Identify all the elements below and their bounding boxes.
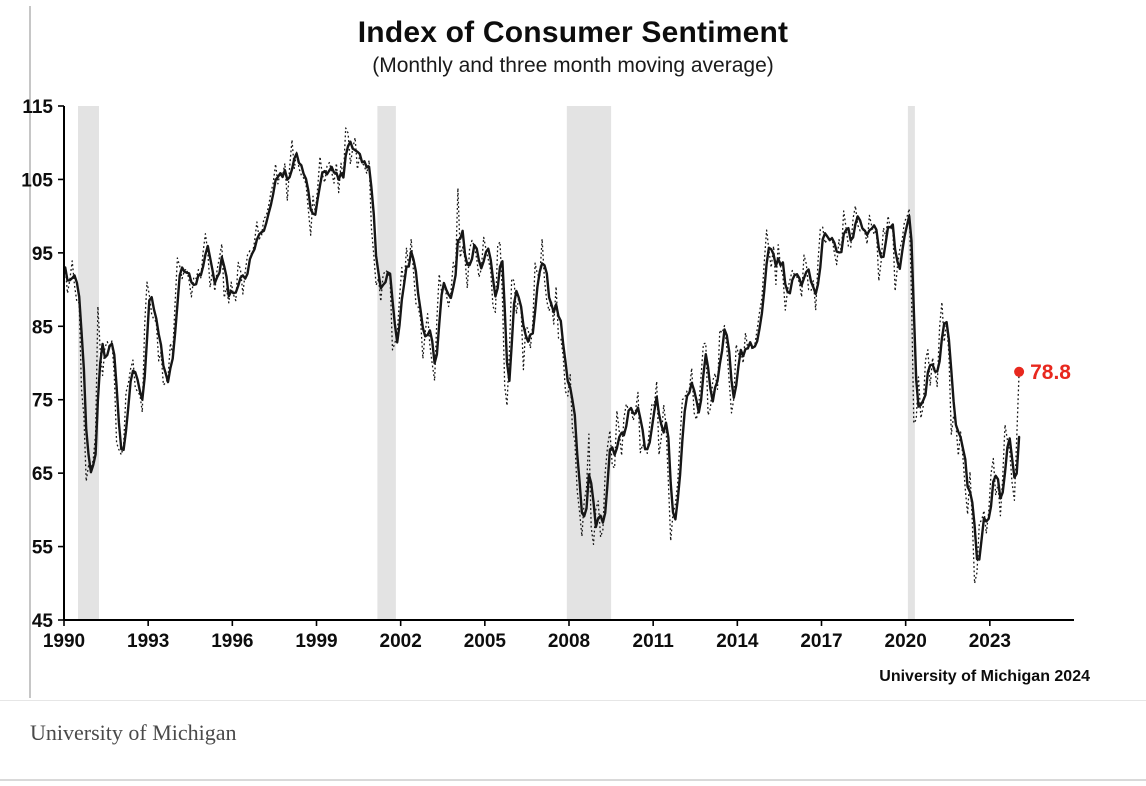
- svg-text:105: 105: [21, 170, 53, 191]
- sentiment-chart-svg: 45 55 65 75 85 95 105 115 1990 1993 1996 1999 2002 20…: [21, 97, 1074, 652]
- svg-text:2008: 2008: [548, 631, 590, 652]
- svg-text:1993: 1993: [127, 631, 169, 652]
- sentiment-chart: 45 55 65 75 85 95 105 115 1990 1993 1996 1999 2002 20…: [12, 92, 1122, 672]
- svg-text:115: 115: [22, 97, 53, 118]
- svg-text:2005: 2005: [464, 631, 507, 652]
- svg-text:95: 95: [32, 244, 54, 265]
- svg-text:55: 55: [32, 538, 54, 559]
- svg-text:2023: 2023: [969, 631, 1011, 652]
- horizontal-rule-bottom: [0, 779, 1146, 781]
- svg-text:1990: 1990: [43, 631, 85, 652]
- svg-text:1999: 1999: [295, 631, 337, 652]
- horizontal-rule-middle: [0, 700, 1146, 701]
- left-border-rule: [29, 6, 31, 698]
- image-caption: University of Michigan: [30, 720, 237, 745]
- svg-text:2011: 2011: [633, 631, 675, 652]
- svg-text:2002: 2002: [380, 631, 422, 652]
- svg-text:1996: 1996: [211, 631, 253, 652]
- latest-value-label: 78.8: [1030, 361, 1071, 384]
- svg-text:2014: 2014: [716, 631, 759, 652]
- svg-text:85: 85: [32, 317, 54, 338]
- svg-text:2017: 2017: [800, 631, 842, 652]
- svg-text:45: 45: [32, 611, 54, 632]
- chart-title: Index of Consumer Sentiment: [357, 16, 789, 49]
- chart-subtitle: (Monthly and three month moving average): [372, 54, 774, 77]
- svg-text:65: 65: [32, 464, 54, 485]
- svg-text:75: 75: [32, 391, 54, 412]
- source-note: University of Michigan 2024: [879, 668, 1090, 685]
- svg-text:2020: 2020: [885, 631, 927, 652]
